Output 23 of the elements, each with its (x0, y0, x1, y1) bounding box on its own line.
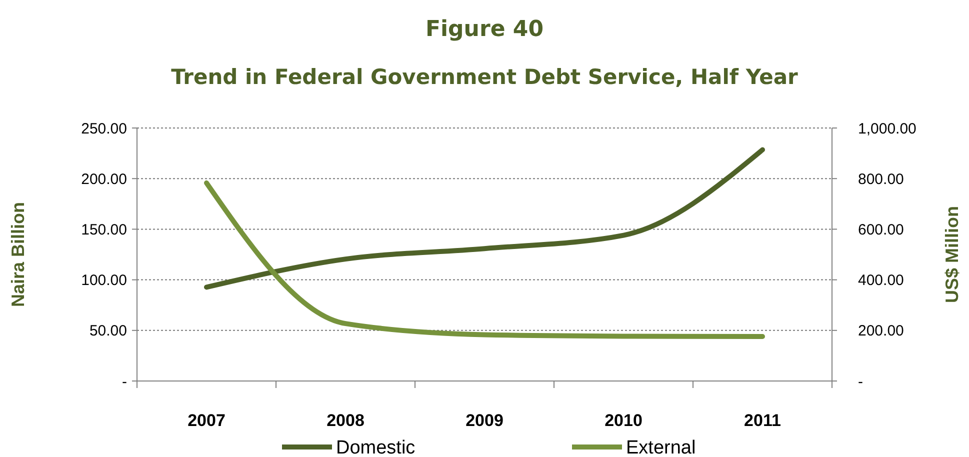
y-tick-label: 200.00 (81, 170, 127, 188)
legend-label: External (626, 438, 696, 457)
x-tick-label: 2008 (326, 411, 364, 430)
y-tick-label: 150.00 (81, 221, 127, 238)
x-tick-label: 2010 (604, 411, 642, 430)
x-tick-label: 2011 (744, 411, 781, 430)
y-tick-label: - (122, 373, 127, 390)
y-tick-label: 50.00 (89, 322, 127, 340)
y2-tick-label: 600.00 (858, 221, 904, 238)
x-tick-label: 2007 (188, 411, 226, 430)
y2-tick-label: - (858, 373, 863, 390)
legend-label: Domestic (336, 438, 416, 457)
y2-tick-label: 800.00 (858, 170, 904, 188)
x-tick-label: 2009 (466, 411, 504, 430)
y-tick-label: 250.00 (81, 120, 127, 138)
y-tick-label: 100.00 (81, 272, 127, 290)
y-axis-title: Naira Billion (8, 202, 28, 308)
y2-axis-title: US$ Million (942, 206, 962, 304)
y2-tick-label: 200.00 (858, 322, 904, 340)
y2-tick-label: 400.00 (858, 272, 904, 290)
y2-tick-label: 1,000.00 (858, 120, 916, 138)
chart-title: Figure 40 (425, 17, 544, 42)
chart-subtitle: Trend in Federal Government Debt Service, Half Year (171, 65, 799, 89)
